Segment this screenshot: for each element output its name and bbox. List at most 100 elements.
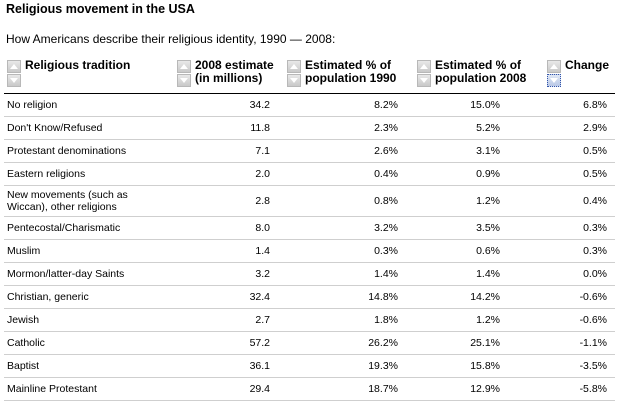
sort-ascending-icon[interactable] <box>547 60 561 73</box>
cell-2008-estimate: 2.7 <box>174 308 284 332</box>
cell-2008-estimate: 3.2 <box>174 262 284 286</box>
cell-percent-1990: 0.8% <box>284 185 414 217</box>
sort-descending-icon[interactable] <box>177 74 191 87</box>
cell-percent-2008: 15.0% <box>414 93 544 117</box>
cell-religious-tradition: New movements (such as Wiccan), other re… <box>4 185 174 217</box>
sort-descending-icon[interactable] <box>547 74 561 87</box>
cell-religious-tradition: Catholic <box>4 331 174 355</box>
cell-religious-tradition: Mormon/latter-day Saints <box>4 262 174 286</box>
cell-change: 0.5% <box>544 139 615 163</box>
cell-2008-estimate: 29.4 <box>174 377 284 401</box>
cell-religious-tradition: Don't Know/Refused <box>4 116 174 140</box>
page-title: Religious movement in the USA <box>6 2 195 16</box>
table-row: Jewish 2.7 1.8% 1.2% -0.6% <box>4 308 615 332</box>
cell-2008-estimate: 57.2 <box>174 331 284 355</box>
cell-percent-1990: 18.7% <box>284 377 414 401</box>
table-row: New movements (such as Wiccan), other re… <box>4 185 615 217</box>
column-header-label: Change <box>565 58 610 72</box>
cell-religious-tradition: Pentecostal/Charismatic <box>4 216 174 240</box>
cell-change: 0.0% <box>544 262 615 286</box>
cell-2008-estimate: 36.1 <box>174 354 284 378</box>
cell-2008-estimate: 34.2 <box>174 93 284 117</box>
cell-percent-2008: 1.2% <box>414 308 544 332</box>
page-subtitle: How Americans describe their religious i… <box>6 32 336 46</box>
table-row: Catholic 57.2 26.2% 25.1% -1.1% <box>4 331 615 355</box>
column-header-label: Estimated % of population 2008 <box>435 58 527 85</box>
sort-ascending-icon[interactable] <box>7 60 21 73</box>
table-row: Protestant denominations 7.1 2.6% 3.1% 0… <box>4 139 615 163</box>
column-header-religious-tradition: Religious tradition <box>4 57 174 94</box>
cell-religious-tradition: No religion <box>4 93 174 117</box>
cell-change: -0.6% <box>544 285 615 309</box>
sort-descending-icon[interactable] <box>417 74 431 87</box>
column-sort-control <box>287 60 301 88</box>
cell-percent-1990: 26.2% <box>284 331 414 355</box>
column-header-change: Change <box>544 57 615 94</box>
cell-change: -0.6% <box>544 308 615 332</box>
cell-change: -5.8% <box>544 377 615 401</box>
cell-religious-tradition: Mainline Protestant <box>4 377 174 401</box>
cell-change: 0.4% <box>544 185 615 217</box>
sort-descending-icon[interactable] <box>7 74 21 87</box>
table-row: Eastern religions 2.0 0.4% 0.9% 0.5% <box>4 162 615 186</box>
cell-change: -1.1% <box>544 331 615 355</box>
column-sort-control <box>547 60 561 88</box>
table-row: Pentecostal/Charismatic 8.0 3.2% 3.5% 0.… <box>4 216 615 240</box>
cell-percent-2008: 1.4% <box>414 262 544 286</box>
cell-2008-estimate: 8.0 <box>174 216 284 240</box>
cell-religious-tradition: Protestant denominations <box>4 139 174 163</box>
table-row: No religion 34.2 8.2% 15.0% 6.8% <box>4 93 615 117</box>
cell-percent-1990: 2.3% <box>284 116 414 140</box>
cell-percent-1990: 1.4% <box>284 262 414 286</box>
cell-2008-estimate: 7.1 <box>174 139 284 163</box>
cell-percent-1990: 0.3% <box>284 239 414 263</box>
cell-2008-estimate: 1.4 <box>174 239 284 263</box>
cell-change: 0.3% <box>544 216 615 240</box>
cell-percent-2008: 3.5% <box>414 216 544 240</box>
cell-religious-tradition: Christian, generic <box>4 285 174 309</box>
column-header-percent-2008: Estimated % of population 2008 <box>414 57 544 94</box>
cell-change: 2.9% <box>544 116 615 140</box>
cell-religious-tradition: Eastern religions <box>4 162 174 186</box>
column-sort-control <box>7 60 21 88</box>
cell-change: 6.8% <box>544 93 615 117</box>
column-header-percent-1990: Estimated % of population 1990 <box>284 57 414 94</box>
cell-percent-1990: 3.2% <box>284 216 414 240</box>
cell-religious-tradition: Jewish <box>4 308 174 332</box>
cell-percent-2008: 15.8% <box>414 354 544 378</box>
cell-percent-1990: 0.4% <box>284 162 414 186</box>
sort-descending-icon[interactable] <box>287 74 301 87</box>
cell-percent-1990: 19.3% <box>284 354 414 378</box>
cell-percent-1990: 2.6% <box>284 139 414 163</box>
table-row: Christian, generic 32.4 14.8% 14.2% -0.6… <box>4 285 615 309</box>
column-header-label: Estimated % of population 1990 <box>305 58 397 85</box>
cell-percent-2008: 14.2% <box>414 285 544 309</box>
cell-religious-tradition: Baptist <box>4 354 174 378</box>
cell-percent-2008: 1.2% <box>414 185 544 217</box>
column-sort-control <box>177 60 191 88</box>
table-header-row: Religious tradition 2008 estimate (in mi… <box>4 57 615 94</box>
cell-percent-1990: 8.2% <box>284 93 414 117</box>
column-sort-control <box>417 60 431 88</box>
sort-ascending-icon[interactable] <box>177 60 191 73</box>
table-row: Mainline Protestant 29.4 18.7% 12.9% -5.… <box>4 377 615 401</box>
cell-2008-estimate: 32.4 <box>174 285 284 309</box>
sort-ascending-icon[interactable] <box>287 60 301 73</box>
cell-2008-estimate: 2.0 <box>174 162 284 186</box>
cell-2008-estimate: 11.8 <box>174 116 284 140</box>
cell-percent-2008: 12.9% <box>414 377 544 401</box>
cell-2008-estimate: 2.8 <box>174 185 284 217</box>
sort-ascending-icon[interactable] <box>417 60 431 73</box>
table-row: Muslim 1.4 0.3% 0.6% 0.3% <box>4 239 615 263</box>
cell-percent-2008: 0.9% <box>414 162 544 186</box>
table-row: Don't Know/Refused 11.8 2.3% 5.2% 2.9% <box>4 116 615 140</box>
religion-table: Religious tradition 2008 estimate (in mi… <box>4 57 615 401</box>
cell-change: 0.3% <box>544 239 615 263</box>
cell-percent-2008: 0.6% <box>414 239 544 263</box>
cell-change: -3.5% <box>544 354 615 378</box>
cell-change: 0.5% <box>544 162 615 186</box>
cell-percent-2008: 25.1% <box>414 331 544 355</box>
cell-percent-2008: 3.1% <box>414 139 544 163</box>
table-row: Baptist 36.1 19.3% 15.8% -3.5% <box>4 354 615 378</box>
cell-percent-2008: 5.2% <box>414 116 544 140</box>
